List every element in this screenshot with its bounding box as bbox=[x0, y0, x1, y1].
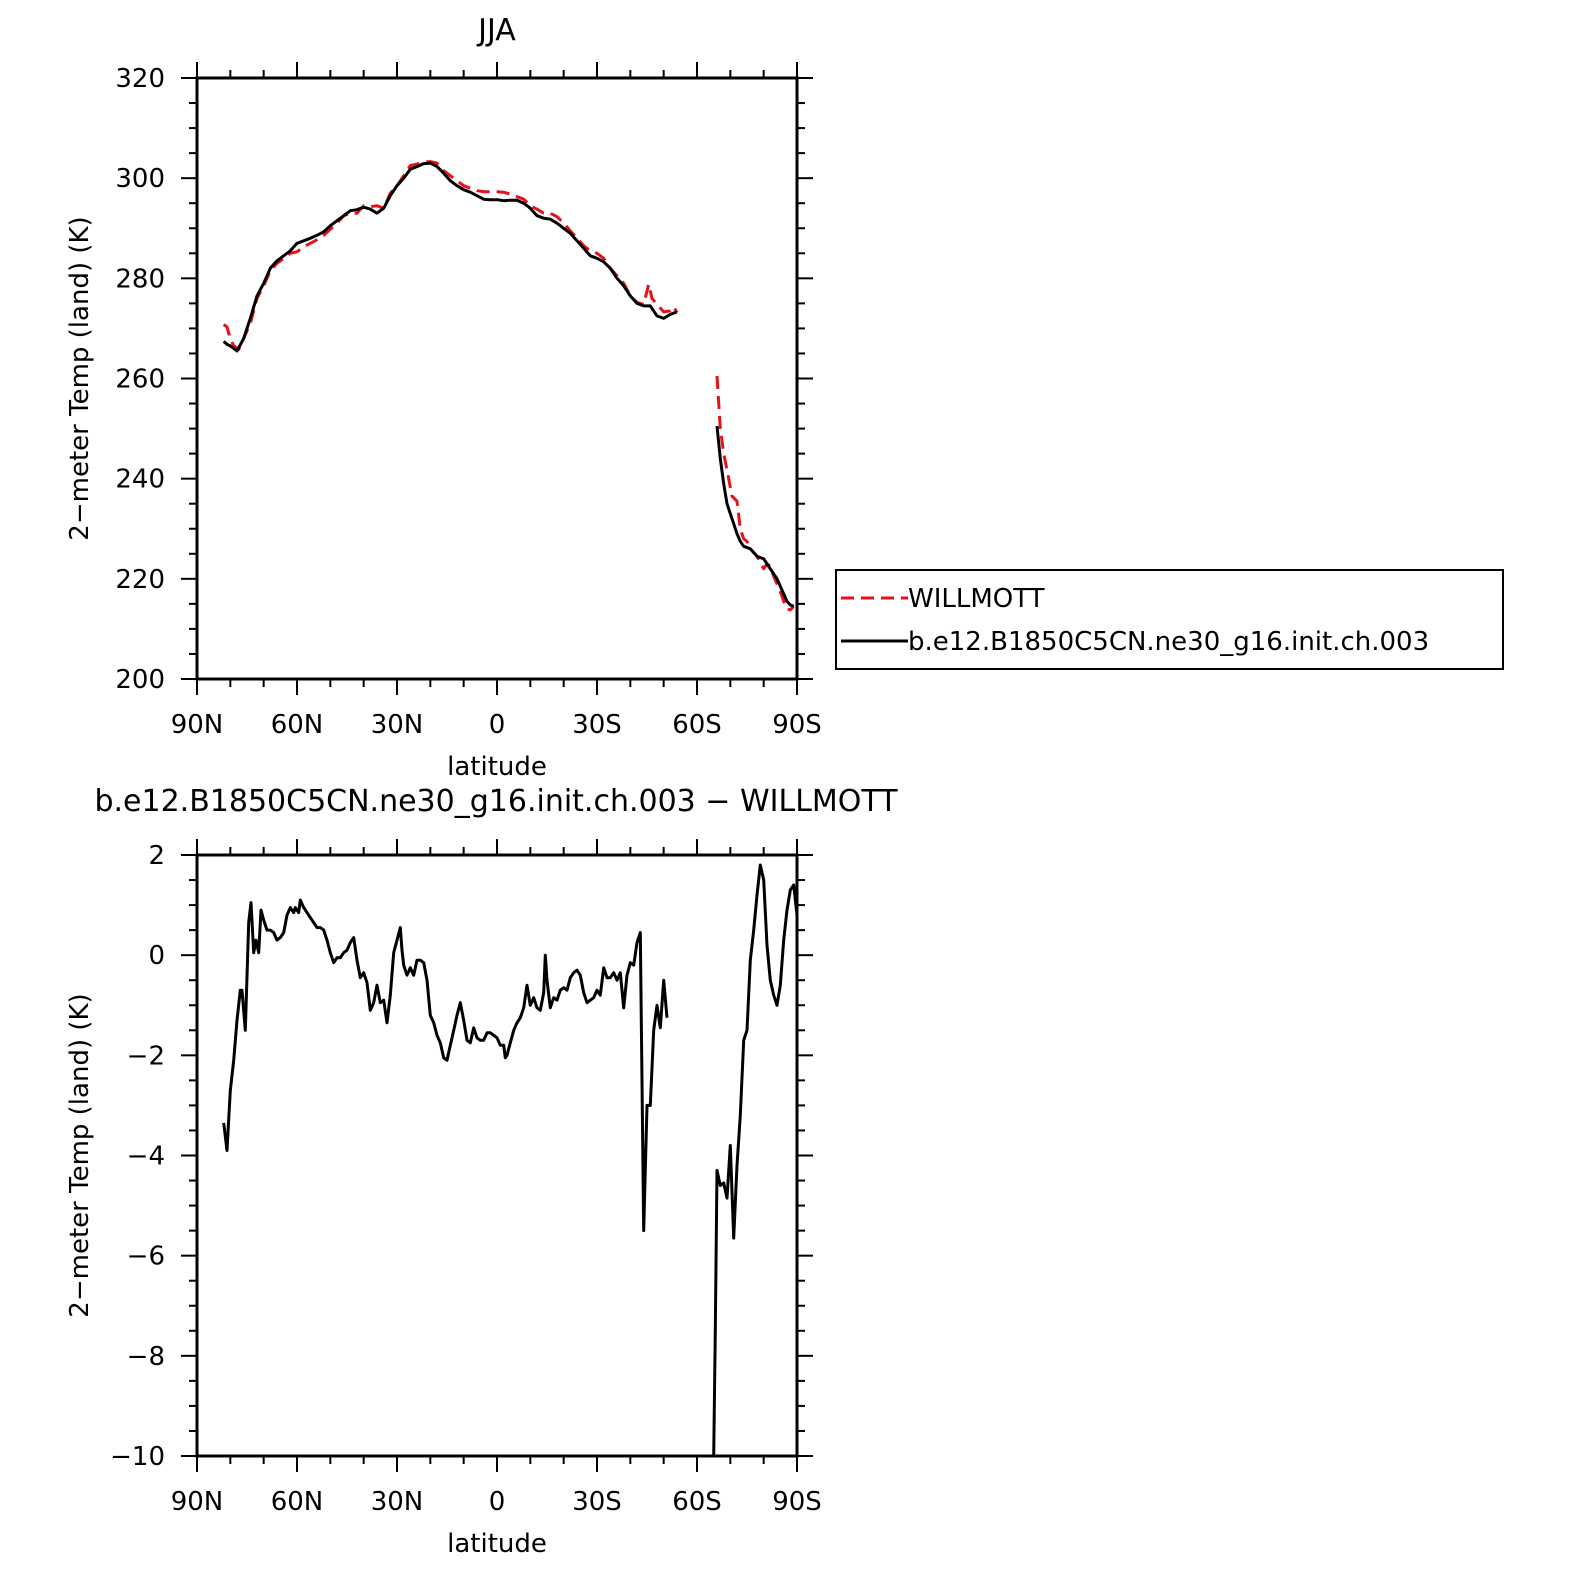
y-tick-label: 220 bbox=[115, 565, 165, 595]
series-line-0-segment-1 bbox=[712, 863, 799, 1457]
chart-title: JJA bbox=[476, 13, 516, 48]
plot-frame bbox=[195, 853, 799, 1458]
series-line-0-segment-0 bbox=[222, 898, 669, 1233]
y-tick-label: −8 bbox=[127, 1342, 165, 1372]
x-tick-label: 90N bbox=[171, 1487, 224, 1517]
y-tick-label: −6 bbox=[127, 1242, 165, 1272]
x-axis-label: latitude bbox=[447, 752, 547, 782]
y-tick-label: 300 bbox=[115, 164, 165, 194]
x-tick-label: 0 bbox=[489, 1487, 506, 1517]
x-tick-label: 30N bbox=[371, 1487, 424, 1517]
legend: WILLMOTT b.e12.B1850C5CN.ne30_g16.init.ch… bbox=[835, 569, 1504, 670]
series-line-0-segment-1 bbox=[715, 375, 795, 612]
y-tick-label: 260 bbox=[115, 365, 165, 395]
y-tick-label: −10 bbox=[110, 1442, 165, 1472]
y-tick-label: 200 bbox=[115, 665, 165, 695]
x-tick-label: 60S bbox=[672, 710, 722, 740]
series-group bbox=[222, 160, 795, 612]
x-axis-label: latitude bbox=[447, 1529, 547, 1559]
x-tick-label: 0 bbox=[489, 710, 506, 740]
difference-chart: b.e12.B1850C5CN.ne30_g16.init.ch.003 − W… bbox=[65, 784, 898, 1559]
series-line-0-segment-0 bbox=[222, 160, 679, 351]
y-axis-label: 2−meter Temp (land) (K) bbox=[65, 993, 95, 1317]
x-tick-label: 90S bbox=[772, 1487, 822, 1517]
x-tick-label: 60N bbox=[271, 1487, 324, 1517]
plot-frame bbox=[195, 76, 799, 681]
y-axis-label: 2−meter Temp (land) (K) bbox=[65, 216, 95, 540]
series-line-1-segment-0 bbox=[222, 161, 678, 353]
x-tick-label: 90N bbox=[171, 710, 224, 740]
x-tick-label: 60S bbox=[672, 1487, 722, 1517]
y-tick-label: 240 bbox=[115, 465, 165, 495]
y-tick-label: 2 bbox=[148, 841, 165, 871]
y-tick-label: 320 bbox=[115, 64, 165, 94]
y-tick-label: 0 bbox=[148, 941, 165, 971]
series-group bbox=[222, 863, 799, 1457]
x-tick-label: 30S bbox=[572, 710, 622, 740]
chart-title: b.e12.B1850C5CN.ne30_g16.init.ch.003 − W… bbox=[94, 784, 898, 819]
y-tick-label: −4 bbox=[127, 1142, 165, 1172]
series-line-1-segment-1 bbox=[715, 425, 795, 608]
y-tick-label: 280 bbox=[115, 264, 165, 294]
legend-label: WILLMOTT bbox=[908, 584, 1045, 614]
x-tick-label: 30S bbox=[572, 1487, 622, 1517]
legend-box bbox=[835, 569, 1504, 670]
x-tick-label: 90S bbox=[772, 710, 822, 740]
legend-label: b.e12.B1850C5CN.ne30_g16.init.ch.003 bbox=[908, 627, 1429, 657]
x-tick-label: 30N bbox=[371, 710, 424, 740]
y-tick-label: −2 bbox=[127, 1041, 165, 1071]
x-tick-label: 60N bbox=[271, 710, 324, 740]
